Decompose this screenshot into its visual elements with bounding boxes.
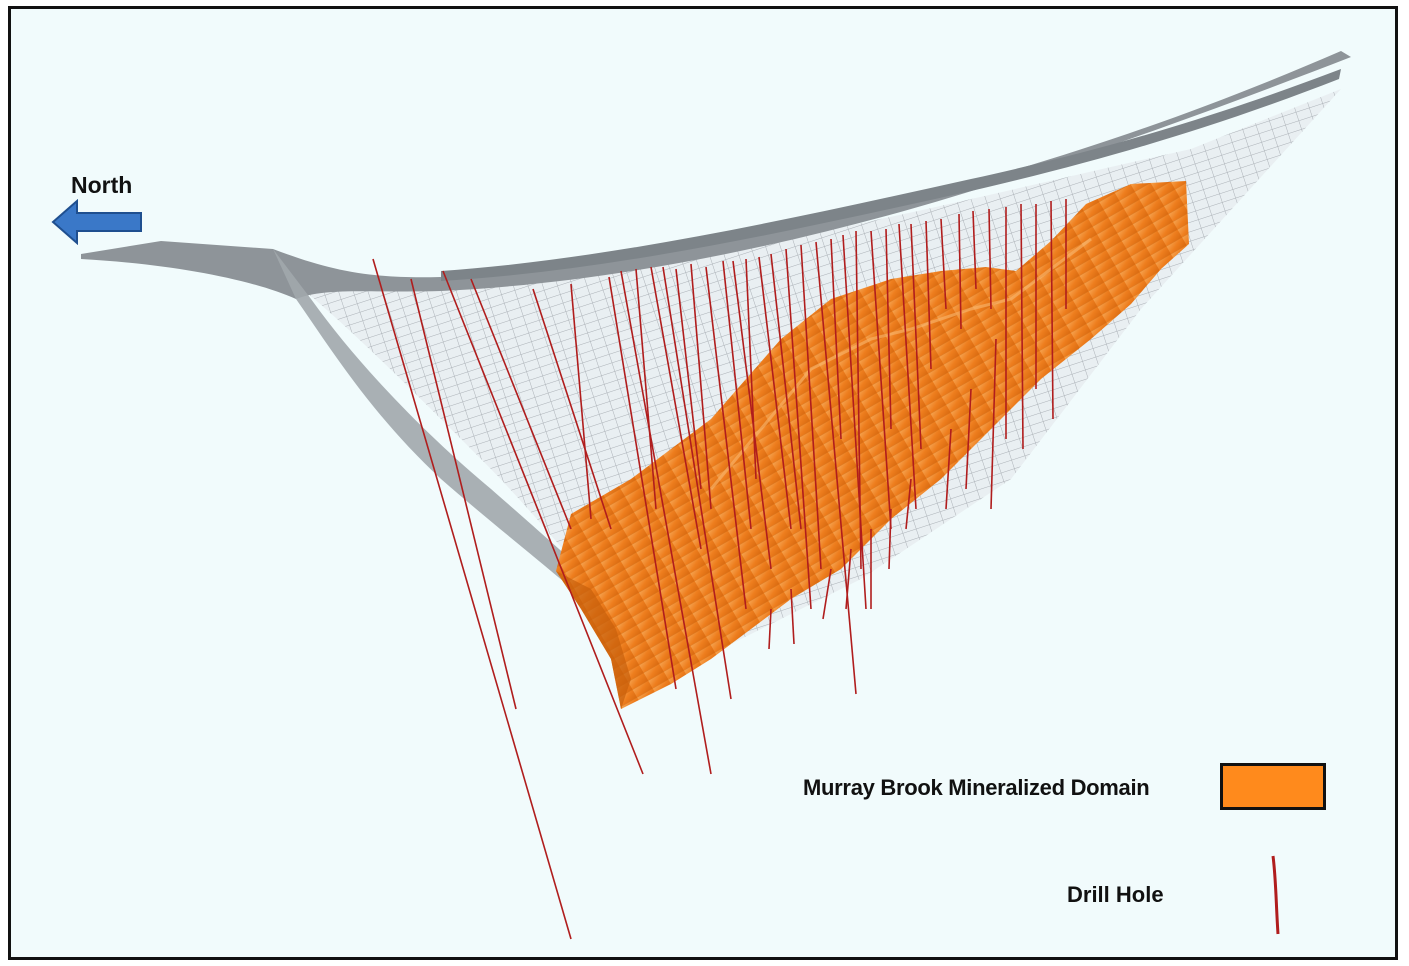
drill-hole-12 (675, 268, 702, 490)
drill-hole-18 (758, 256, 792, 530)
drill-hole-36 (1020, 203, 1024, 450)
drill-hole-31 (940, 218, 947, 310)
drill-hole-14 (705, 266, 747, 610)
drill-hole-20 (785, 248, 812, 610)
drill-hole-5 (532, 288, 612, 530)
drill-hole-22 (815, 241, 857, 695)
drill-hole-27 (885, 228, 892, 430)
drill-hole-44 (888, 508, 892, 570)
drill-hole-10 (650, 266, 702, 550)
legend-domain-swatch (1220, 763, 1326, 810)
legend-drill-hole-label: Drill Hole (1067, 882, 1164, 907)
left-arrow-icon (51, 199, 142, 245)
legend-domain-label: Murray Brook Mineralized Domain (803, 775, 1150, 800)
drill-hole-24 (842, 234, 867, 610)
pit-rim-surface (81, 51, 1351, 299)
ore-body-shadow (556, 571, 631, 709)
drill-hole-28 (898, 223, 917, 510)
drill-hole-48 (790, 588, 795, 645)
figure-frame: North Murray Brook Mineralized Domain Dr… (8, 6, 1398, 960)
drill-hole-1 (372, 258, 572, 940)
drill-hole-6 (570, 283, 592, 520)
north-label: North (71, 172, 133, 198)
drill-hole-26 (870, 230, 892, 530)
drill-hole-8 (620, 270, 712, 775)
drill-hole-9 (635, 268, 657, 510)
drill-hole-3 (442, 270, 644, 775)
drill-hole-17 (745, 258, 757, 480)
drill-hole-21 (800, 244, 822, 570)
drill-hole-41 (965, 388, 972, 490)
drill-hole-19 (770, 253, 802, 530)
drill-hole-49 (768, 608, 772, 650)
ore-body (556, 181, 1189, 709)
drill-hole-34 (988, 208, 992, 310)
drill-hole-7 (608, 276, 677, 690)
drill-holes (372, 199, 1067, 940)
drill-hole-42 (945, 428, 952, 510)
drill-hole-4 (470, 278, 572, 530)
drill-hole-29 (910, 223, 922, 450)
pit-wall-left (273, 249, 576, 581)
drill-hole-30 (925, 220, 932, 370)
3d-model-view (81, 51, 1351, 940)
drill-hole-40 (990, 338, 997, 510)
drill-hole-23 (830, 238, 842, 440)
drill-hole-46 (845, 548, 852, 610)
drill-hole-43 (905, 478, 912, 530)
drill-hole-13 (690, 263, 712, 510)
drill-hole-16 (732, 260, 772, 570)
drill-hole-47 (822, 568, 832, 620)
legend-drill-hole-line (1271, 855, 1280, 935)
drill-hole-11 (662, 266, 732, 700)
drill-hole-15 (722, 260, 752, 530)
drill-hole-25 (855, 230, 862, 570)
drill-hole-38 (1050, 200, 1054, 420)
drill-hole-33 (972, 210, 977, 290)
drill-hole-32 (958, 213, 962, 330)
drill-hole-2 (410, 278, 517, 710)
